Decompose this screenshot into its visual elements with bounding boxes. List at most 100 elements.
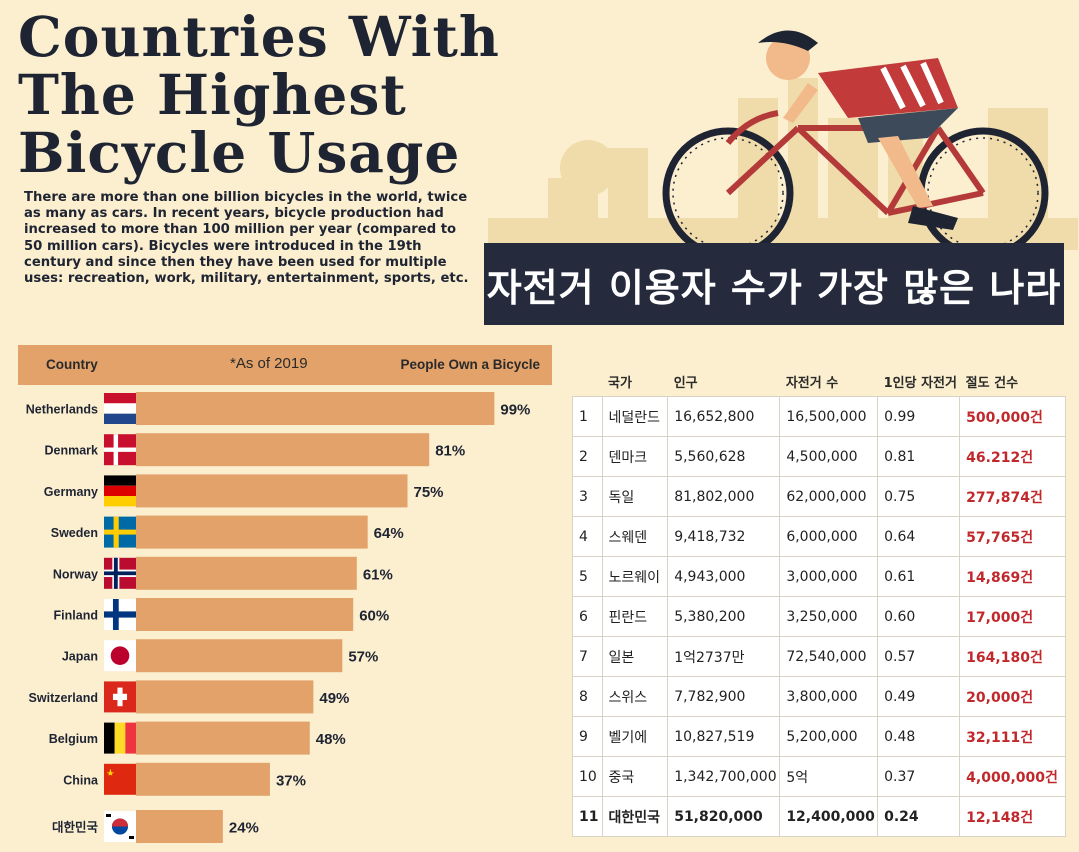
table-cell: 0.49	[877, 676, 961, 717]
table-cell: 7,782,900	[667, 676, 781, 717]
table-row: 1 네덜란드 16,652,800 16,500,000 0.99 500,000건	[572, 396, 1066, 437]
country-label: Denmark	[45, 444, 99, 458]
value-label: 24%	[229, 820, 259, 837]
table-cell: 4,500,000	[779, 436, 879, 477]
table-cell: 3,800,000	[779, 676, 879, 717]
table-cell: 4	[572, 516, 603, 557]
table-cell: 16,500,000	[779, 396, 879, 437]
table-row: 7 일본 1억2737만 72,540,000 0.57 164,180건	[572, 636, 1066, 677]
table-cell: 6	[572, 596, 603, 637]
denmark-flag	[104, 434, 136, 466]
table-cell: 164,180건	[959, 636, 1066, 677]
table-row: 8 스위스 7,782,900 3,800,000 0.49 20,000건	[572, 676, 1066, 717]
table-cell: 6,000,000	[779, 516, 879, 557]
chart-header: Country *As of 2019 People Own a Bicycle	[18, 345, 552, 385]
value-label: 99%	[500, 402, 530, 419]
table-cell: 20,000건	[959, 676, 1066, 717]
table-row: 3 독일 81,802,000 62,000,000 0.75 277,874건	[572, 476, 1066, 517]
value-label: 81%	[435, 443, 465, 460]
table-row: 6 핀란드 5,380,200 3,250,000 0.60 17,000건	[572, 596, 1066, 637]
table-cell: 9,418,732	[667, 516, 781, 557]
country-label: Switzerland	[29, 691, 98, 705]
table-cell: 500,000건	[959, 396, 1066, 437]
table-cell: 0.61	[877, 556, 961, 597]
table-cell: 9	[572, 716, 603, 757]
bar	[136, 556, 357, 590]
table-cell: 4,000,000건	[959, 756, 1066, 797]
table-cell: 3,250,000	[779, 596, 879, 637]
table-cell: 0.75	[877, 476, 961, 517]
table-cell: 81,802,000	[667, 476, 781, 517]
belgium-flag	[104, 722, 136, 754]
table-cell: 0.24	[877, 796, 961, 837]
table-row: 4 스웨덴 9,418,732 6,000,000 0.64 57,765건	[572, 516, 1066, 557]
table-header-cell	[573, 366, 603, 397]
table-cell: 0.48	[877, 716, 961, 757]
table-header-row: 국가 인구 자전거 수 1인당 자전거 절도 건수	[573, 366, 1066, 397]
table-cell: 10,827,519	[667, 716, 781, 757]
table-cell: 16,652,800	[667, 396, 781, 437]
table-cell: 17,000건	[959, 596, 1066, 637]
table-cell: 4,943,000	[667, 556, 781, 597]
table-header-cell: 국가	[608, 375, 632, 391]
norway-flag	[104, 557, 136, 589]
table-cell: 12,400,000	[779, 796, 879, 837]
title-line: The Highest	[18, 62, 407, 127]
country-label: Japan	[62, 650, 98, 664]
country-label: 대한민국	[52, 820, 99, 835]
switzerland-flag	[104, 681, 136, 713]
table-cell: 5	[572, 556, 603, 597]
table-cell: 핀란드	[601, 596, 669, 637]
value-label: 64%	[374, 525, 404, 542]
bar	[136, 474, 408, 508]
table-cell: 0.37	[877, 756, 961, 797]
page-title: Countries With The Highest Bicycle Usage	[18, 8, 668, 182]
table-cell: 51,820,000	[667, 796, 781, 837]
country-label: Norway	[53, 567, 98, 581]
table-header-cell: 절도 건수	[965, 375, 1019, 391]
table-cell: 32,111건	[959, 716, 1066, 757]
table-cell: 46.212건	[959, 436, 1066, 477]
table-cell: 12,148건	[959, 796, 1066, 837]
table-cell: 0.60	[877, 596, 961, 637]
table-cell: 2	[572, 436, 603, 477]
table-cell: 0.64	[877, 516, 961, 557]
bar	[136, 721, 310, 755]
country-label: Germany	[44, 485, 98, 499]
south-korea-flag	[104, 811, 136, 842]
table-cell: 8	[572, 676, 603, 717]
country-label: Finland	[54, 609, 98, 623]
table-cell: 일본	[601, 636, 669, 677]
value-label: 37%	[276, 772, 306, 789]
table-row: 2 덴마크 5,560,628 4,500,000 0.81 46.212건	[572, 436, 1066, 477]
table-cell: 대한민국	[601, 796, 669, 837]
table-cell: 1	[572, 396, 603, 437]
value-label: 48%	[316, 731, 346, 748]
title-line: Countries With	[18, 4, 500, 69]
country-label: Belgium	[49, 732, 98, 746]
table-cell: 0.81	[877, 436, 961, 477]
country-label: Netherlands	[26, 403, 98, 417]
table-cell: 덴마크	[601, 436, 669, 477]
table-cell: 5,380,200	[667, 596, 781, 637]
table-body: 1 네덜란드 16,652,800 16,500,000 0.99 500,000건 2 덴마…	[572, 396, 1066, 837]
germany-flag	[104, 475, 136, 507]
table-cell: 독일	[601, 476, 669, 517]
value-label: 75%	[414, 484, 444, 501]
korean-title-banner: 자전거 이용자 수가 가장 많은 나라	[484, 243, 1064, 325]
table-cell: 14,869건	[959, 556, 1066, 597]
table-cell: 1,342,700,000	[667, 756, 781, 797]
sweden-flag	[104, 516, 136, 548]
table-header-cell: 자전거 수	[785, 375, 839, 391]
table-cell: 0.99	[877, 396, 961, 437]
value-label: 60%	[359, 608, 389, 625]
country-column-label: Country	[46, 357, 98, 372]
title-line: Bicycle Usage	[18, 120, 461, 185]
bar	[136, 598, 354, 631]
table-cell: 중국	[601, 756, 669, 797]
table-cell: 5억	[779, 756, 879, 797]
cyclist-illustration	[488, 30, 1078, 250]
table-cell: 5,200,000	[779, 716, 879, 757]
bar	[136, 639, 343, 673]
table-cell: 벨기에	[601, 716, 669, 757]
